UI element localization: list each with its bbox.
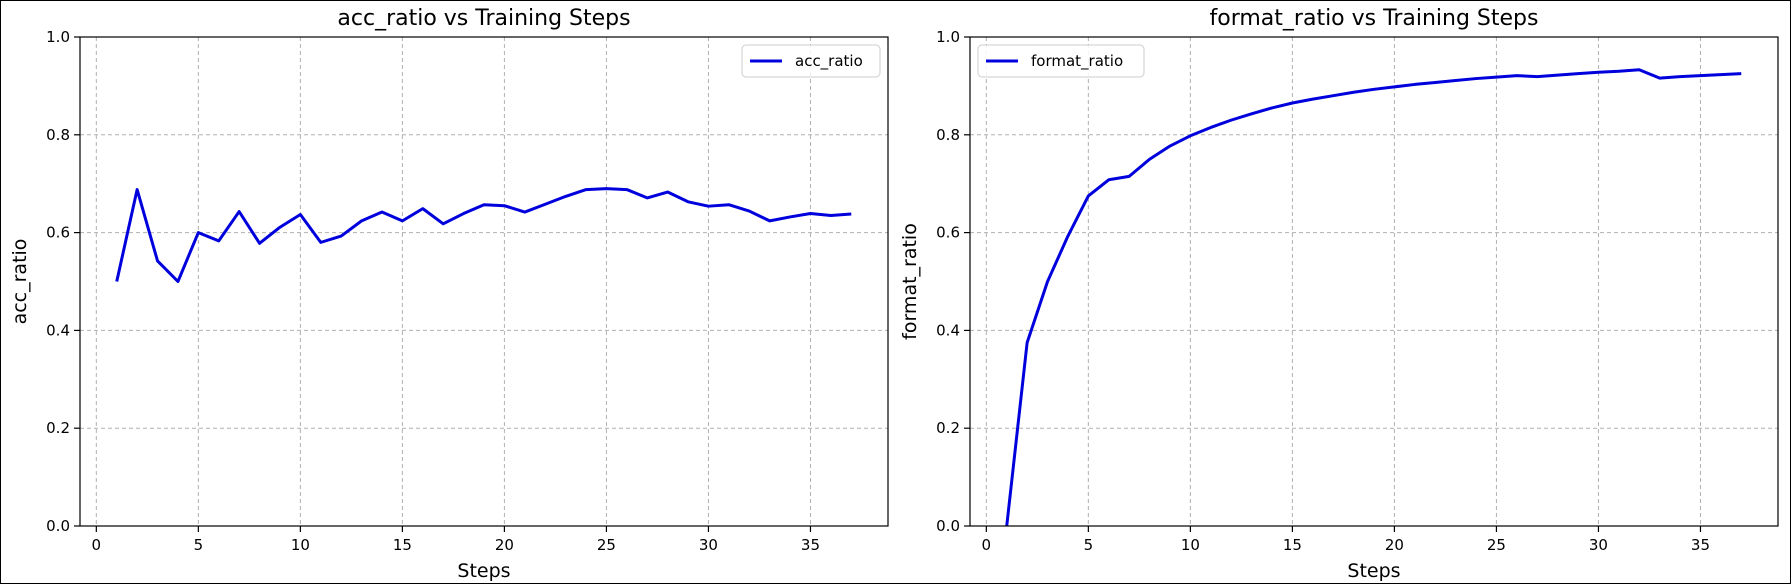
y-tick-label: 0.0 <box>46 517 70 535</box>
x-tick-label: 15 <box>393 536 412 554</box>
format-ratio-chart: 0 5 10 15 20 25 30 35 0.0 0.2 0.4 0.6 0.8 1.0 format_r… <box>899 6 1779 582</box>
y-tick-label: 0.8 <box>46 126 70 144</box>
x-tick-label: 25 <box>1487 536 1506 554</box>
x-tick-label: 35 <box>1691 536 1710 554</box>
x-tick-label: 10 <box>1181 536 1200 554</box>
acc-ratio-chart: 0 5 10 15 20 25 30 35 0.0 0.2 0.4 0.6 0.8 1.0 acc_rati… <box>9 6 889 582</box>
legend-box <box>741 44 881 78</box>
x-axis-label: Steps <box>457 560 510 582</box>
legend-box <box>977 44 1145 78</box>
y-tick-label: 0.4 <box>46 321 70 339</box>
x-tick-label: 20 <box>495 536 514 554</box>
x-tick-label: 15 <box>1283 536 1302 554</box>
x-tick-label: 30 <box>1589 536 1608 554</box>
y-tick-label: 0.6 <box>46 224 70 242</box>
x-tick-label: 25 <box>597 536 616 554</box>
y-axis-label: format_ratio <box>899 223 921 340</box>
legend: format_ratio <box>977 44 1145 78</box>
chart-title: format_ratio vs Training Steps <box>1210 6 1539 31</box>
y-tick-label: 0.0 <box>936 517 960 535</box>
y-tick-label: 0.4 <box>936 321 960 339</box>
y-axis-label: acc_ratio <box>9 239 31 325</box>
x-tick-label: 35 <box>801 536 820 554</box>
x-tick-label: 5 <box>1084 536 1094 554</box>
y-tick-label: 1.0 <box>46 28 70 46</box>
legend-entry: acc_ratio <box>795 52 863 71</box>
x-tick-label: 10 <box>291 536 310 554</box>
legend: acc_ratio <box>741 44 881 78</box>
x-tick-label: 0 <box>982 536 992 554</box>
x-tick-label: 0 <box>92 536 102 554</box>
series-line-format-ratio <box>1005 68 1742 526</box>
x-tick-label: 20 <box>1385 536 1404 554</box>
chart-title: acc_ratio vs Training Steps <box>337 6 630 31</box>
y-tick-label: 0.6 <box>936 224 960 242</box>
x-tick-label: 5 <box>194 536 204 554</box>
y-tick-label: 0.2 <box>46 419 70 437</box>
y-tick-label: 0.2 <box>936 419 960 437</box>
plot-frame <box>969 36 1779 527</box>
y-tick-label: 1.0 <box>936 28 960 46</box>
legend-entry: format_ratio <box>1031 52 1123 71</box>
x-axis-label: Steps <box>1347 560 1400 582</box>
plot-frame <box>79 36 889 527</box>
series-line-acc-ratio <box>115 187 852 283</box>
x-tick-label: 30 <box>699 536 718 554</box>
y-tick-label: 0.8 <box>936 126 960 144</box>
